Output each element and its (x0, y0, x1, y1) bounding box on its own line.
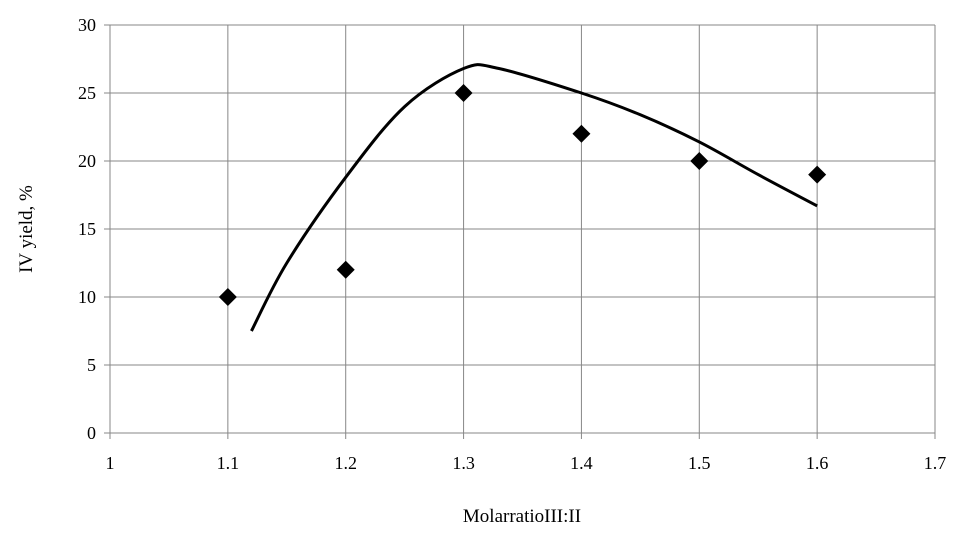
data-point-marker (454, 84, 473, 102)
y-tick-label: 15 (78, 219, 96, 239)
grid (110, 24, 936, 433)
data-point-marker (336, 260, 355, 279)
trend-line (250, 63, 818, 332)
x-tick-label: 1.1 (217, 453, 240, 473)
y-tick-label: 0 (87, 423, 96, 443)
series (218, 63, 827, 332)
x-tick-label: 1.6 (806, 453, 829, 473)
x-tick-label: 1.5 (688, 453, 711, 473)
x-tick-label: 1.4 (570, 453, 593, 473)
y-tick-label: 10 (78, 287, 96, 307)
axes (104, 24, 936, 439)
data-point-marker (808, 165, 827, 184)
y-tick-labels: 0 5 10 15 20 25 30 (78, 15, 96, 443)
data-point-marker (572, 124, 591, 143)
data-point-marker (218, 288, 237, 306)
y-tick-label: 25 (78, 83, 96, 103)
x-tick-label: 1 (106, 453, 115, 473)
y-axis-title: IV yield, % (16, 185, 37, 273)
x-tick-labels: 1 1.1 1.2 1.3 1.4 1.5 1.6 1.7 (106, 453, 947, 473)
data-point-marker (690, 152, 709, 170)
x-tick-label: 1.3 (452, 453, 475, 473)
x-tick-label: 1.7 (924, 453, 947, 473)
y-tick-label: 30 (78, 15, 96, 35)
x-axis-title: MolarratioIII:II (463, 506, 581, 527)
y-tick-label: 5 (87, 355, 96, 375)
y-tick-label: 20 (78, 151, 96, 171)
x-tick-label: 1.2 (334, 453, 357, 473)
